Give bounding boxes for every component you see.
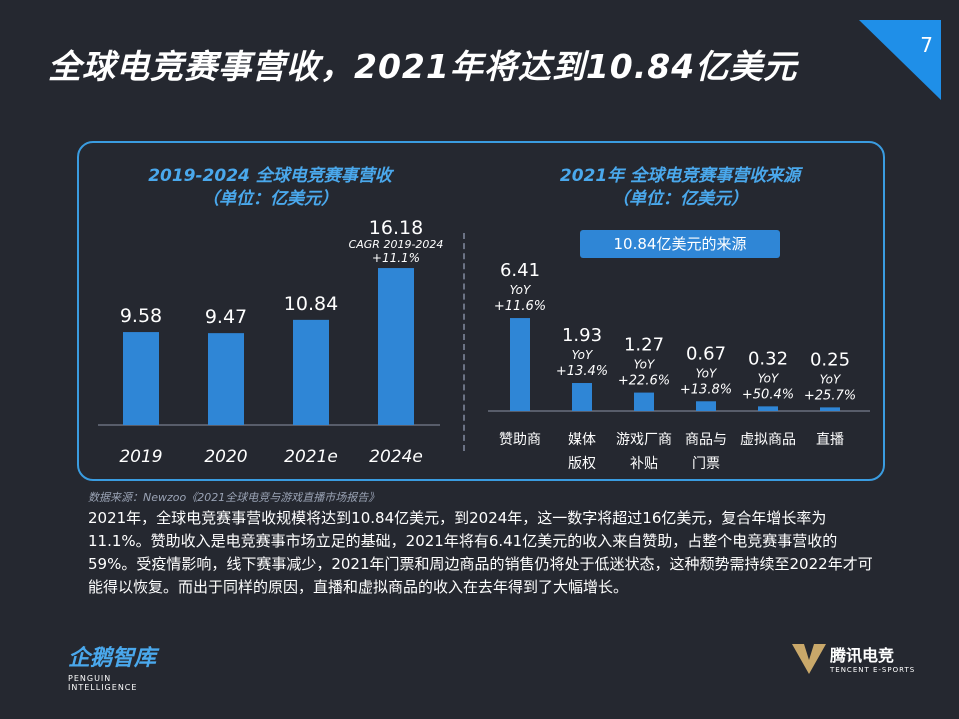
source-category-label-1-0: 媒体 bbox=[568, 432, 596, 448]
panel-divider bbox=[463, 233, 465, 451]
value-label-2020: 9.47 bbox=[205, 306, 247, 328]
source-yoy-value-0: +11.6% bbox=[494, 299, 546, 314]
source-category-label-5-0: 直播 bbox=[816, 431, 844, 448]
source-value-label-5: 0.25 bbox=[810, 349, 850, 370]
revenue-source-badge: 10.84亿美元的来源 bbox=[580, 230, 780, 258]
source-bar-1 bbox=[572, 383, 592, 411]
x-tick-label-2019: 2019 bbox=[119, 447, 162, 467]
value-label-2021e: 10.84 bbox=[284, 293, 338, 315]
cagr-annotation-line2: +11.1% bbox=[372, 251, 420, 265]
source-bar-2 bbox=[634, 392, 654, 411]
source-yoy-value-1: +13.4% bbox=[556, 364, 608, 379]
page-number: 7 bbox=[920, 33, 933, 57]
left-chart-title-line1: 2019-2024 全球电竞赛事营收 bbox=[148, 166, 392, 186]
source-category-label-3-1: 门票 bbox=[692, 456, 720, 472]
source-yoy-tag-2: YoY bbox=[634, 358, 656, 372]
source-category-label-1-1: 版权 bbox=[568, 456, 596, 472]
source-yoy-tag-3: YoY bbox=[696, 366, 718, 380]
penguin-logo-text: 企鹅智库 bbox=[68, 646, 157, 671]
right-chart-unit: （单位：亿美元） bbox=[612, 189, 748, 209]
x-tick-label-2020: 2020 bbox=[204, 447, 247, 467]
value-label-2019: 9.58 bbox=[120, 305, 162, 327]
right-chart-title: 2021年 全球电竞赛事营收来源 （单位：亿美元） bbox=[490, 165, 870, 211]
source-value-label-0: 6.41 bbox=[500, 260, 540, 281]
source-yoy-value-5: +25.7% bbox=[804, 388, 856, 403]
left-chart-unit: （单位：亿美元） bbox=[202, 189, 338, 209]
right-chart-title-line1: 2021年 全球电竞赛事营收来源 bbox=[559, 166, 801, 186]
source-yoy-tag-0: YoY bbox=[510, 283, 532, 297]
source-bar-5 bbox=[820, 407, 840, 411]
source-category-label-0-0: 赞助商 bbox=[499, 432, 541, 448]
source-yoy-value-3: +13.8% bbox=[680, 382, 732, 397]
penguin-intelligence-logo: 企鹅智库 PENGUIN INTELLIGENCE bbox=[68, 640, 178, 692]
body-paragraph: 2021年，全球电竞赛事营收规模将达到10.84亿美元，到2024年，这一数字将… bbox=[88, 509, 873, 596]
tencent-logo-text: 腾讯电竞 bbox=[830, 646, 895, 665]
left-chart-title: 2019-2024 全球电竞赛事营收 （单位：亿美元） bbox=[100, 165, 440, 211]
source-bar-0 bbox=[510, 318, 530, 411]
page-title: 全球电竞赛事营收，2021年将达到10.84亿美元 bbox=[48, 47, 798, 86]
value-label-2024e: 16.18 bbox=[369, 217, 423, 239]
source-yoy-value-4: +50.4% bbox=[742, 387, 794, 402]
source-bar-4 bbox=[758, 406, 778, 411]
bar-2021e bbox=[293, 319, 329, 425]
source-value-label-1: 1.93 bbox=[562, 325, 602, 346]
source-category-label-2-0: 游戏厂商 bbox=[616, 432, 672, 448]
source-yoy-tag-1: YoY bbox=[572, 348, 594, 362]
source-bar-3 bbox=[696, 401, 716, 411]
bar-2020 bbox=[208, 333, 244, 425]
source-value-label-2: 1.27 bbox=[624, 335, 664, 356]
page-corner-tab bbox=[859, 20, 941, 100]
source-category-label-4-0: 虚拟商品 bbox=[740, 432, 796, 448]
source-yoy-tag-4: YoY bbox=[758, 371, 780, 385]
tencent-logo-subtext: TENCENT E-SPORTS bbox=[830, 666, 916, 674]
source-value-label-3: 0.67 bbox=[686, 343, 726, 364]
data-source-note: 数据来源：Newzoo《2021全球电竞与游戏直播市场报告》 bbox=[88, 491, 380, 504]
penguin-logo-subtext: PENGUIN INTELLIGENCE bbox=[68, 674, 138, 692]
source-yoy-tag-5: YoY bbox=[820, 372, 842, 386]
source-category-label-3-0: 商品与 bbox=[685, 432, 727, 448]
source-yoy-value-2: +22.6% bbox=[618, 374, 670, 389]
cagr-annotation-line1: CAGR 2019-2024 bbox=[349, 238, 444, 251]
tencent-esports-v-icon bbox=[792, 644, 826, 674]
source-value-label-4: 0.32 bbox=[748, 348, 788, 369]
chart-panel bbox=[77, 141, 885, 481]
bar-2024e bbox=[378, 268, 414, 425]
x-tick-label-2024e: 2024e bbox=[369, 447, 423, 467]
tencent-esports-logo: 腾讯电竞 TENCENT E-SPORTS bbox=[792, 640, 932, 685]
source-category-label-2-1: 补贴 bbox=[630, 456, 658, 472]
x-tick-label-2021e: 2021e bbox=[284, 447, 338, 467]
bar-2019 bbox=[123, 332, 159, 425]
